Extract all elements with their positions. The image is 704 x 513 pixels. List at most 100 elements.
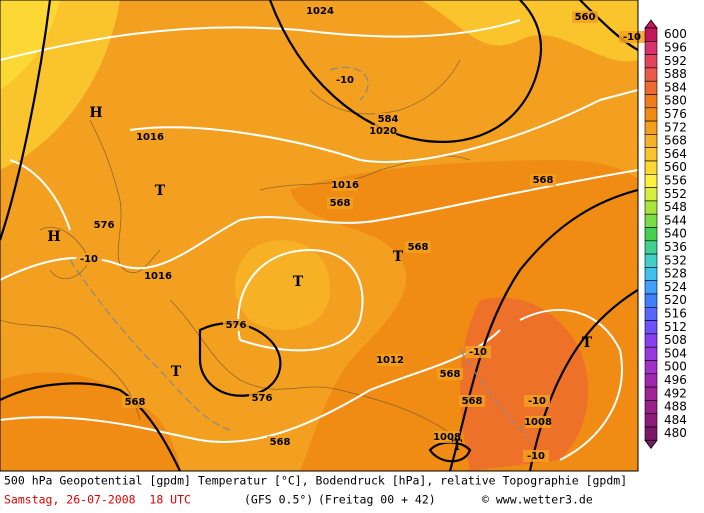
contour-label: 560 bbox=[575, 12, 596, 23]
legend-swatch bbox=[644, 413, 658, 428]
legend-label: 512 bbox=[664, 320, 687, 334]
color-legend: 6005965925885845805765725685645605565525… bbox=[644, 19, 687, 449]
contour-label: 568 bbox=[462, 396, 483, 407]
legend-label: 576 bbox=[664, 107, 687, 121]
legend-label: 504 bbox=[664, 346, 687, 360]
legend-swatch bbox=[644, 54, 658, 69]
contour-label: 1016 bbox=[331, 180, 359, 191]
legend-swatch bbox=[644, 120, 658, 135]
footer-run: (Freitag 00 + 42) bbox=[318, 493, 436, 507]
contour-label: -10 bbox=[469, 347, 487, 358]
legend-swatch bbox=[644, 134, 658, 148]
legend-arrow-bottom bbox=[644, 439, 658, 449]
label-halo bbox=[530, 174, 556, 186]
legend-label: 520 bbox=[664, 293, 687, 307]
contour-label: 568 bbox=[330, 198, 351, 209]
contour-label: 1024 bbox=[306, 6, 334, 17]
legend-label: 524 bbox=[664, 280, 687, 294]
legend-label: 484 bbox=[664, 413, 687, 427]
contour-label: 1020 bbox=[369, 126, 397, 137]
contour-label: 568 bbox=[125, 397, 146, 408]
label-halo bbox=[267, 436, 293, 448]
legend-label: 588 bbox=[664, 67, 687, 81]
legend-label: 592 bbox=[664, 54, 687, 68]
legend-swatch bbox=[644, 160, 658, 175]
legend-swatch bbox=[644, 27, 658, 42]
contour-label: 576 bbox=[226, 320, 247, 331]
contour-label: 1016 bbox=[136, 132, 164, 143]
legend-swatch bbox=[644, 267, 658, 281]
label-halo bbox=[377, 354, 403, 366]
label-halo bbox=[375, 113, 401, 125]
label-halo bbox=[223, 319, 249, 331]
legend-label: 556 bbox=[664, 173, 687, 187]
label-halo bbox=[76, 253, 102, 265]
label-halo bbox=[307, 5, 333, 17]
contour-label: 568 bbox=[408, 242, 429, 253]
legend-swatch bbox=[644, 213, 658, 228]
label-halo bbox=[332, 179, 358, 191]
field-hot bbox=[460, 297, 589, 471]
footer-model: (GFS 0.5°) bbox=[244, 493, 313, 507]
label-halo bbox=[122, 396, 148, 408]
legend-swatch bbox=[644, 227, 658, 242]
legend-label: 516 bbox=[664, 306, 687, 320]
legend-label: 560 bbox=[664, 160, 687, 174]
legend-label: 544 bbox=[664, 213, 687, 227]
legend-label: 600 bbox=[664, 27, 687, 41]
pressure-center: T bbox=[155, 183, 166, 199]
label-halo bbox=[437, 368, 463, 380]
label-halo bbox=[434, 431, 460, 443]
legend-label: 500 bbox=[664, 360, 687, 374]
label-halo bbox=[370, 125, 396, 137]
dashed-isotherms bbox=[69, 66, 531, 441]
label-halo bbox=[465, 346, 491, 358]
contour-label: -10 bbox=[623, 32, 641, 43]
contour-label: 1008 bbox=[524, 417, 552, 428]
legend-label: 496 bbox=[664, 373, 687, 387]
legend-swatch bbox=[644, 253, 658, 268]
legend-label: 532 bbox=[664, 253, 687, 267]
contour-label: -10 bbox=[527, 451, 545, 462]
legend-label: 584 bbox=[664, 80, 687, 94]
label-halo bbox=[572, 11, 598, 23]
pressure-center: H bbox=[89, 105, 102, 121]
legend-label: 540 bbox=[664, 227, 687, 241]
coastlines bbox=[0, 59, 471, 441]
footer-description: 500 hPa Geopotential [gpdm] Temperatur [… bbox=[4, 474, 627, 488]
legend-swatch bbox=[644, 107, 658, 122]
legend-label: 564 bbox=[664, 147, 687, 161]
legend-swatch bbox=[644, 174, 658, 188]
label-halo bbox=[327, 197, 353, 209]
map-frame bbox=[0, 0, 639, 472]
label-halo bbox=[405, 241, 431, 253]
legend-swatch bbox=[644, 426, 658, 441]
legend-swatch bbox=[644, 40, 658, 55]
contour-label: 568 bbox=[533, 175, 554, 186]
field-warm bbox=[0, 372, 180, 471]
legend-swatch bbox=[644, 373, 658, 388]
legend-label: 552 bbox=[664, 187, 687, 201]
field-mild bbox=[235, 240, 330, 330]
legend-label: 580 bbox=[664, 94, 687, 108]
contour-label: 1016 bbox=[144, 271, 172, 282]
label-halo bbox=[137, 131, 163, 143]
legend-swatch bbox=[644, 240, 658, 255]
legend-swatch bbox=[644, 200, 658, 215]
contour-label: 576 bbox=[94, 220, 115, 231]
legend-swatch bbox=[644, 346, 658, 361]
label-halo bbox=[249, 392, 275, 404]
legend-swatch bbox=[644, 80, 658, 95]
label-halo bbox=[524, 395, 550, 407]
pressure-center: T bbox=[452, 438, 463, 454]
legend-label: 536 bbox=[664, 240, 687, 254]
legend-swatch bbox=[644, 306, 658, 321]
contour-label: 1008 bbox=[433, 432, 461, 443]
legend-label: 572 bbox=[664, 120, 687, 134]
footer-copyright: © www.wetter3.de bbox=[482, 493, 593, 507]
pressure-center: T bbox=[393, 249, 404, 265]
contour-label: 568 bbox=[270, 437, 291, 448]
label-halo bbox=[91, 219, 117, 231]
pressure-center: T bbox=[171, 364, 182, 380]
